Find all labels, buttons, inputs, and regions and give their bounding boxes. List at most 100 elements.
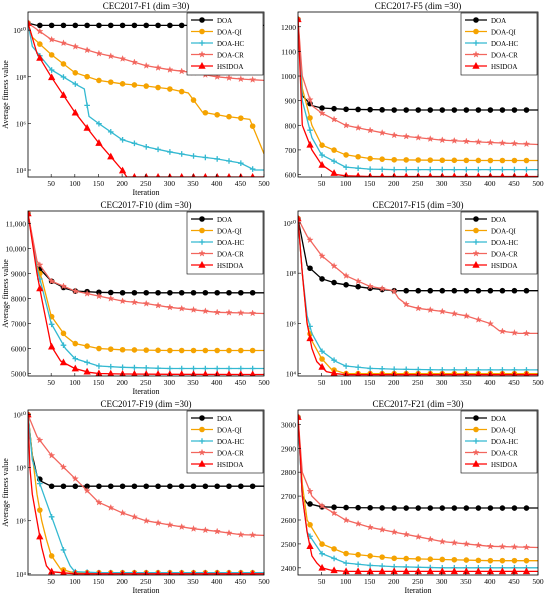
series-marker bbox=[249, 569, 256, 575]
series-marker bbox=[131, 140, 138, 147]
series-marker bbox=[238, 347, 244, 354]
x-tick-label: 100 bbox=[340, 179, 352, 188]
series-marker bbox=[167, 569, 173, 575]
series-marker bbox=[306, 334, 314, 342]
series-marker bbox=[249, 365, 256, 372]
series-marker bbox=[155, 146, 161, 153]
x-tick-label: 50 bbox=[318, 179, 326, 188]
legend-box bbox=[460, 211, 538, 275]
series-marker bbox=[331, 158, 337, 165]
series-marker bbox=[107, 569, 114, 575]
series-marker bbox=[342, 516, 350, 524]
series-marker bbox=[427, 107, 434, 113]
chart-title: CEC2017-F19 (dim =30) bbox=[100, 399, 191, 409]
series-marker bbox=[402, 132, 410, 140]
series-marker bbox=[48, 52, 55, 58]
series-marker bbox=[391, 107, 397, 113]
series-marker bbox=[130, 58, 139, 66]
series-marker bbox=[107, 289, 114, 296]
series-marker bbox=[198, 459, 206, 467]
legend-label: DOA bbox=[217, 415, 232, 423]
legend-label: DOA-HC bbox=[217, 239, 245, 247]
series-marker bbox=[319, 541, 325, 547]
series-marker bbox=[154, 301, 162, 309]
series-marker bbox=[523, 157, 530, 164]
series-marker bbox=[48, 513, 55, 520]
x-tick-label: 400 bbox=[484, 577, 496, 586]
series-marker bbox=[37, 41, 43, 47]
series-marker bbox=[318, 363, 326, 370]
legend-label: DOA-CR bbox=[217, 52, 244, 60]
series-marker bbox=[214, 156, 220, 162]
series-marker bbox=[36, 261, 44, 269]
series-marker bbox=[473, 216, 479, 222]
series-marker bbox=[487, 287, 494, 294]
series-marker bbox=[28, 19, 32, 26]
series-marker bbox=[390, 528, 398, 536]
series-marker bbox=[214, 483, 220, 490]
legend-box bbox=[186, 211, 264, 275]
legend-label: DOA bbox=[217, 216, 232, 224]
series-marker bbox=[343, 164, 349, 170]
series-marker bbox=[143, 143, 150, 150]
series-marker bbox=[451, 505, 458, 511]
series-marker bbox=[119, 289, 126, 296]
chart-panel: CEC2017-F21 (dim =30) 50 100 150 200 250 300 35… bbox=[281, 399, 544, 595]
series-marker bbox=[48, 321, 55, 328]
x-tick-label: 350 bbox=[187, 378, 199, 387]
series-marker bbox=[331, 555, 337, 562]
x-tick-label: 450 bbox=[235, 179, 247, 188]
y-tick-label: 10⁶ bbox=[286, 319, 297, 328]
series-marker bbox=[155, 22, 161, 29]
series-marker bbox=[226, 347, 232, 354]
series-doa-cr bbox=[28, 19, 264, 83]
series-marker bbox=[319, 142, 325, 148]
series-marker bbox=[306, 236, 314, 244]
series-marker bbox=[48, 451, 56, 459]
series-marker bbox=[143, 483, 150, 490]
series-marker bbox=[166, 521, 174, 528]
series-marker bbox=[83, 46, 91, 54]
series-marker bbox=[473, 438, 479, 444]
series-marker bbox=[511, 505, 518, 511]
series-marker bbox=[366, 567, 374, 575]
series-marker bbox=[96, 22, 102, 29]
series-marker bbox=[96, 345, 102, 352]
series-marker bbox=[366, 126, 374, 134]
series-marker bbox=[72, 483, 79, 490]
series-marker bbox=[367, 370, 374, 376]
legend-label: DOA-CR bbox=[217, 251, 244, 259]
series-marker bbox=[306, 95, 314, 103]
series-marker bbox=[238, 115, 244, 121]
series-marker bbox=[60, 74, 67, 80]
legend: DOA DOA-QI DOA-HC DOA-CR HSIDOA bbox=[460, 211, 538, 275]
series-marker bbox=[238, 483, 244, 490]
x-tick-label: 450 bbox=[508, 179, 520, 188]
series-marker bbox=[487, 107, 494, 113]
series-marker bbox=[96, 569, 102, 575]
series-marker bbox=[331, 546, 337, 552]
series-marker bbox=[307, 501, 313, 507]
series-marker bbox=[472, 459, 480, 467]
series-marker bbox=[402, 567, 410, 575]
series-marker bbox=[143, 370, 150, 376]
series-marker bbox=[450, 136, 458, 144]
x-tick-label: 400 bbox=[484, 378, 496, 387]
series-marker bbox=[37, 480, 43, 487]
series-marker bbox=[427, 556, 434, 562]
series-marker bbox=[83, 367, 91, 375]
series-marker bbox=[199, 17, 205, 23]
series-marker bbox=[178, 67, 186, 75]
series-marker bbox=[472, 61, 480, 69]
x-tick-label: 450 bbox=[508, 378, 520, 387]
series-marker bbox=[119, 364, 126, 371]
series-marker bbox=[131, 569, 138, 575]
series-marker bbox=[131, 22, 138, 29]
series-marker bbox=[95, 292, 103, 300]
series-marker bbox=[107, 52, 115, 60]
series-marker bbox=[202, 289, 209, 296]
series-marker bbox=[307, 127, 313, 134]
chart-title: CEC2017-F21 (dim =30) bbox=[372, 399, 463, 409]
series-marker bbox=[95, 498, 103, 506]
series-marker bbox=[83, 123, 91, 131]
